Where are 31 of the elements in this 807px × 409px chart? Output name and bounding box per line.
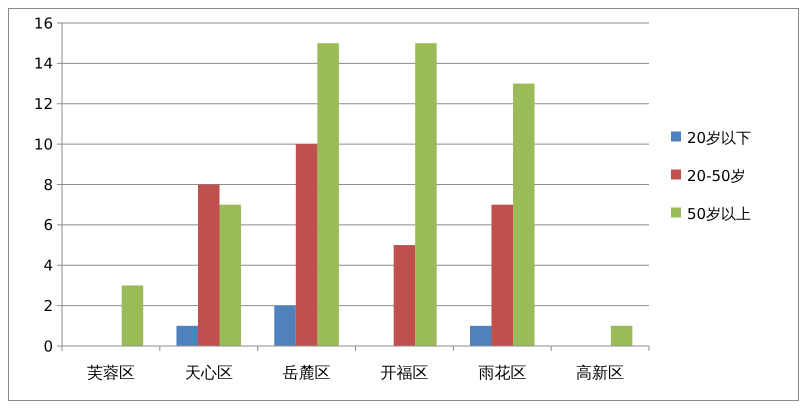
- y-tick-label: 8: [43, 176, 53, 194]
- y-tick-label: 14: [34, 54, 53, 73]
- y-tick-label: 6: [43, 216, 53, 234]
- bar: [317, 43, 339, 346]
- bar: [491, 204, 514, 346]
- legend-label: 20-50岁: [687, 166, 746, 185]
- legend-label: 20岁以下: [687, 128, 752, 147]
- y-tick-label: 2: [43, 296, 53, 315]
- bar: [513, 84, 535, 346]
- bar: [415, 43, 437, 346]
- x-tick-label: 岳麓区: [282, 363, 331, 382]
- x-tick-label: 天心区: [184, 363, 233, 382]
- y-tick-label: 16: [34, 14, 53, 32]
- bar: [122, 285, 144, 346]
- y-tick-label: 10: [34, 135, 53, 154]
- x-tick-label: 高新区: [576, 363, 624, 382]
- y-tick-label: 4: [43, 256, 53, 274]
- x-tick-label: 雨花区: [478, 363, 526, 382]
- bar: [176, 326, 198, 346]
- bar: [610, 326, 632, 346]
- bar: [198, 184, 220, 346]
- bar: [296, 144, 318, 346]
- bar: [220, 204, 242, 346]
- bar: [470, 326, 492, 346]
- bar: [274, 306, 296, 346]
- x-tick-label: 芙蓉区: [86, 363, 135, 382]
- y-tick-label: 12: [34, 95, 53, 113]
- bar: [394, 245, 416, 346]
- x-tick-label: 开福区: [380, 363, 428, 382]
- y-tick-label: 0: [43, 337, 53, 356]
- legend-label: 50岁以上: [687, 204, 752, 223]
